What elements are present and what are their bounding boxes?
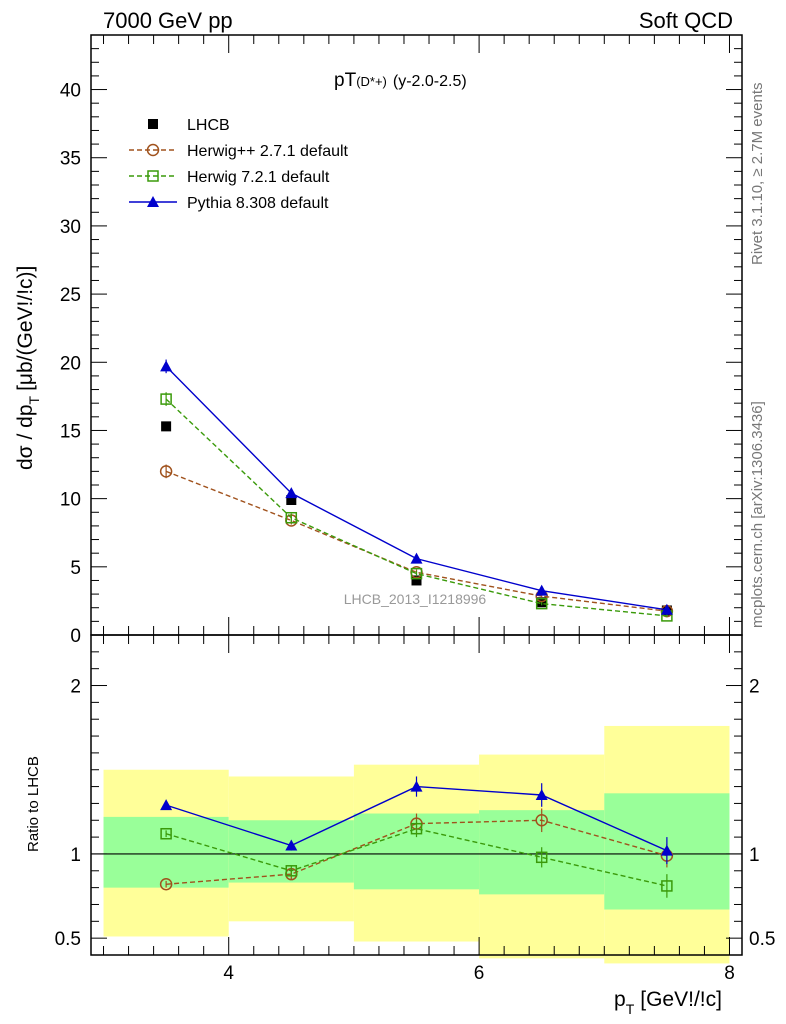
y-tick-label: 10: [60, 490, 81, 511]
ratio-data-series: [159, 776, 674, 898]
main-point: [411, 575, 422, 586]
x-tick-label: 4: [223, 963, 234, 984]
ratio-uncertainty-bands: [91, 725, 742, 964]
rivet-version-label: Rivet 3.1.10, ≥ 2.7M events: [749, 83, 766, 266]
main-point: [535, 584, 548, 596]
y-tick-label: 0: [70, 626, 81, 647]
ratio-y-tick-label: 0.5: [55, 929, 81, 950]
legend-label: Herwig++ 2.7.1 default: [187, 143, 349, 160]
ratio-point: [535, 814, 548, 827]
ratio-point: [410, 780, 423, 792]
legend-entry-herwig-2-7-1-default: Herwig++ 2.7.1 default: [129, 143, 349, 160]
main-axis-ticks: 0 5 10 15 20 25 30 35 40: [60, 34, 742, 647]
ratio-point: [410, 822, 423, 835]
ratio-point: [661, 880, 673, 892]
ratio-point: [160, 827, 172, 840]
mcplots-reference-label: mcplots.cern.ch [arXiv:1306.3436]: [749, 401, 766, 628]
ratio-y-tick-label: 1: [70, 845, 81, 866]
ratio-point: [660, 844, 673, 856]
legend-label: Herwig 7.2.1 default: [187, 169, 330, 186]
main-point: [286, 495, 297, 505]
main-point: [159, 465, 173, 478]
analysis-watermark: LHCB_2013_I1218996: [344, 591, 487, 607]
ratio-y-tick-label: 2: [70, 677, 81, 698]
main-data-series: [159, 359, 674, 622]
main-point: [535, 597, 548, 610]
legend-label: Pythia 8.308 default: [187, 195, 329, 212]
y-tick-label: 5: [70, 558, 81, 579]
ratio-point: [159, 878, 173, 891]
y-tick-label: 15: [60, 421, 81, 442]
x-axis-label: pT [GeV!/!c]: [614, 988, 722, 1017]
ratio-point: [160, 799, 173, 811]
energy-label: 7000 GeV pp: [103, 8, 233, 33]
y-tick-label: 35: [60, 149, 81, 170]
y-axis-label: dσ / dpT[μb/(GeV!/!c)]: [14, 266, 42, 470]
legend: LHCB Herwig++ 2.7.1 default Herwig 7.2.1 d…: [129, 117, 349, 212]
main-series-pythia-8-308-default: [160, 359, 673, 615]
main-point: [285, 487, 298, 499]
x-tick-label: 8: [724, 963, 735, 984]
legend-label: LHCB: [187, 117, 230, 134]
legend-entry-herwig-7-2-1-default: Herwig 7.2.1 default: [129, 169, 330, 186]
main-point: [410, 552, 423, 564]
ratio-y-tick-label-right: 0.5: [749, 929, 775, 950]
main-line-herwig-2-7-1-default: [165, 470, 667, 612]
ratio-line-herwig-7-2-1-default: [165, 827, 668, 887]
main-line-herwig-7-2-1-default: [165, 398, 667, 617]
ratio-axis-ticks: 0.5 0.5 1 1 2 2 4 6 8: [55, 635, 775, 984]
legend-marker: [148, 119, 158, 129]
ratio-series-pythia-8-308-default: [160, 776, 673, 865]
legend-entry-lhcb: LHCB: [148, 117, 230, 134]
inner-band-0: [103, 816, 229, 888]
main-series-lhcb: [161, 421, 672, 616]
legend-entry-pythia-8-308-default: Pythia 8.308 default: [129, 195, 329, 212]
y-tick-label: 30: [60, 217, 81, 238]
ratio-point: [535, 851, 548, 864]
legend-marker: [147, 170, 159, 182]
ratio-point: [535, 789, 548, 800]
main-point: [285, 511, 298, 524]
plot-title: pT(D*+) (y-2.0-2.5): [334, 70, 467, 91]
main-point: [660, 603, 673, 615]
y-tick-label: 40: [60, 81, 81, 102]
main-point: [160, 360, 173, 372]
legend-marker: [146, 143, 160, 157]
y-tick-label: 20: [60, 353, 81, 374]
x-tick-label: 6: [474, 963, 485, 984]
legend-marker: [147, 196, 159, 207]
main-point: [161, 421, 172, 432]
ratio-point: [285, 865, 298, 877]
ratio-y-axis-label: Ratio to LHCB: [25, 756, 42, 852]
main-point: [160, 393, 172, 405]
main-point: [410, 567, 423, 580]
ratio-point: [285, 839, 298, 851]
category-label: Soft QCD: [639, 8, 733, 33]
main-series-herwig-7-2-1-default: [160, 392, 673, 622]
ratio-series-herwig-7-2-1-default: [160, 820, 673, 898]
ratio-y-tick-label-right: 2: [749, 677, 760, 698]
y-tick-label: 25: [60, 285, 81, 306]
ratio-y-tick-label-right: 1: [749, 845, 760, 866]
ratio-panel-frame: [90, 634, 743, 956]
